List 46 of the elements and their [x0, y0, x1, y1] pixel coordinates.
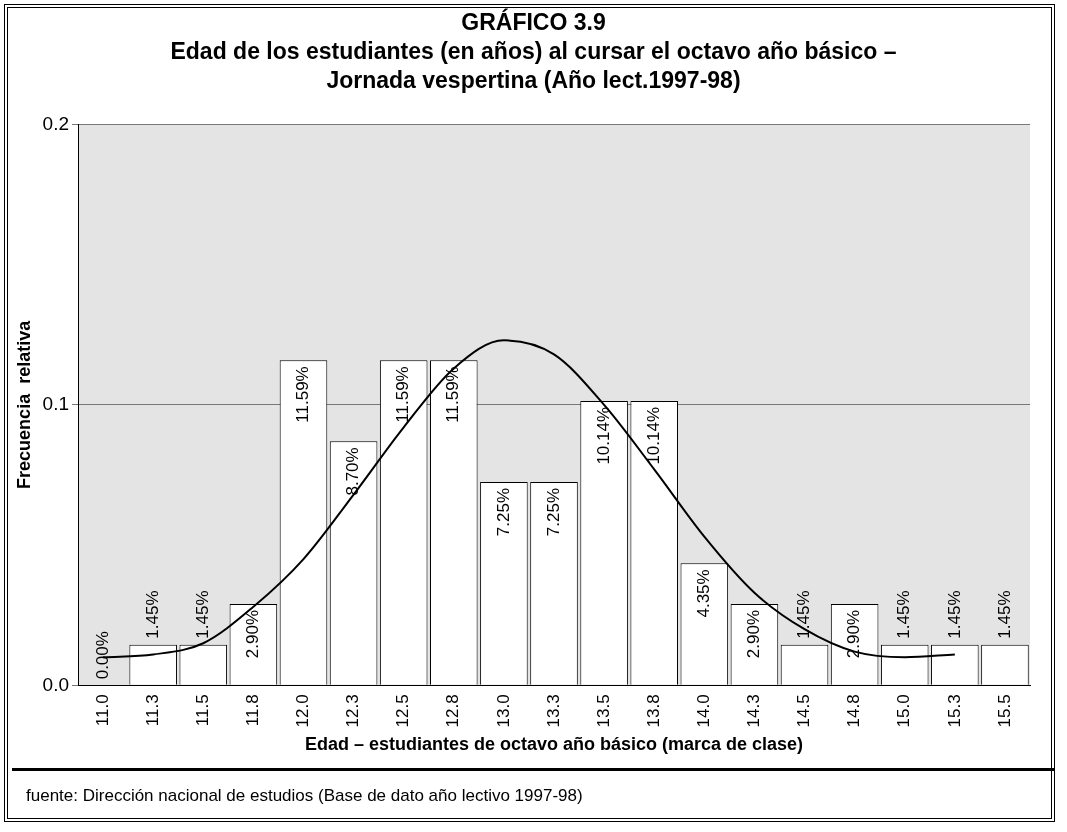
y-tick-label: 0.0: [42, 673, 70, 695]
x-tick-label: 13.5: [593, 694, 613, 728]
data-label: 1.45%: [142, 590, 162, 639]
x-tick-label: 13.0: [493, 694, 513, 728]
data-label: 8.70%: [343, 447, 363, 496]
x-tick-label: 11.3: [142, 694, 162, 727]
data-label: 7.25%: [493, 487, 513, 537]
x-tick-label: 11.8: [243, 694, 263, 727]
y-tick-label: 0.1: [42, 393, 70, 415]
chart-title: GRÁFICO 3.9: [460, 8, 607, 37]
x-tick-label: 15.0: [894, 694, 914, 728]
data-label: 2.90%: [243, 609, 263, 659]
data-label: 7.25%: [543, 487, 563, 537]
x-tick-label: 13.8: [643, 694, 663, 728]
data-label: 2.90%: [844, 609, 864, 659]
x-axis-title: Edad – estudiantes de octavo año básico (marca de clase): [304, 734, 804, 755]
data-label: 11.59%: [443, 366, 463, 423]
data-label: 1.45%: [192, 590, 212, 639]
x-tick-label: 11.0: [92, 694, 112, 727]
data-label: 10.14%: [643, 406, 663, 465]
x-tick-label: 15.3: [944, 694, 964, 728]
source-note: fuente: Dirección nacional de estudios (Base de dato año lectivo 1997-98): [26, 786, 583, 806]
x-tick-label: 12.8: [443, 694, 463, 728]
data-label: 10.14%: [593, 406, 613, 465]
x-tick-label: 12.5: [393, 694, 413, 728]
x-tick-label: 15.5: [994, 694, 1014, 728]
x-tick-label: 11.5: [192, 694, 212, 727]
x-tick-label: 14.0: [694, 694, 714, 728]
x-tick-label: 14.8: [844, 694, 864, 728]
data-label: 1.45%: [994, 590, 1014, 639]
x-tick-label: 12.3: [343, 694, 363, 728]
data-label: 0.00%: [92, 631, 112, 680]
data-label: 2.90%: [744, 609, 764, 659]
x-tick-label: 12.0: [293, 694, 313, 728]
y-tick-label: 0.2: [42, 112, 70, 134]
chart-subtitle: Edad de los estudiantes (en años) al cursar el octavo año básico – Jornada vespertina (Año lect.1997-98): [169, 37, 898, 95]
data-label: 11.59%: [293, 366, 313, 423]
y-axis-title: Frecuencia relativa: [13, 319, 34, 489]
data-label: 1.45%: [794, 590, 814, 639]
data-label: 4.35%: [694, 569, 714, 618]
x-tick-label: 14.5: [794, 694, 814, 728]
x-tick-label: 14.3: [744, 694, 764, 728]
x-tick-label: 13.3: [543, 694, 563, 728]
data-label: 11.59%: [393, 366, 413, 423]
data-label: 1.45%: [894, 590, 914, 639]
data-label: 1.45%: [944, 590, 964, 639]
